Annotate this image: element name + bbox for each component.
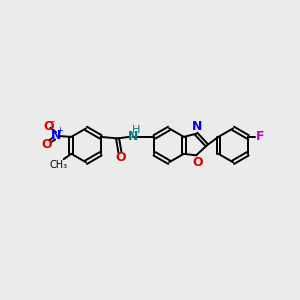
Text: N: N: [192, 120, 202, 134]
Text: N: N: [51, 129, 61, 142]
Text: CH₃: CH₃: [50, 160, 68, 170]
Text: +: +: [56, 126, 63, 135]
Text: H: H: [132, 125, 140, 135]
Text: O: O: [43, 120, 53, 133]
Text: O: O: [41, 138, 52, 151]
Text: F: F: [256, 130, 264, 143]
Text: O: O: [192, 156, 203, 169]
Text: N: N: [128, 130, 138, 143]
Text: -: -: [51, 116, 55, 126]
Text: O: O: [116, 151, 126, 164]
